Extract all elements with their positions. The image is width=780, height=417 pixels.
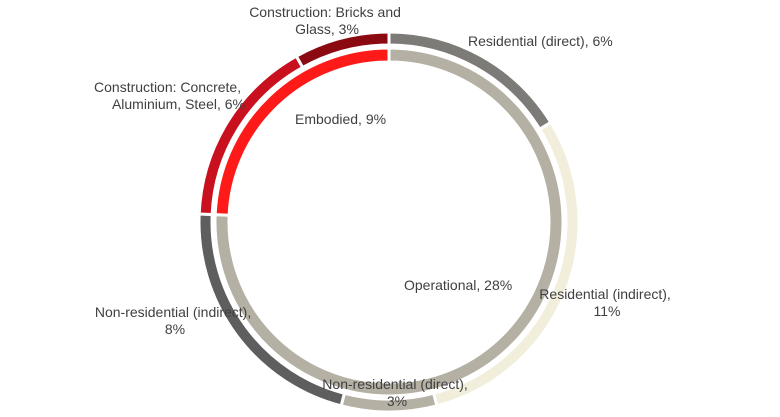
label-operational: Operational, 28% xyxy=(404,277,512,293)
slice-labels: Residential (direct), 6% Residential (in… xyxy=(94,4,674,409)
inner-slice-embodied xyxy=(213,46,391,217)
label-construction-concrete: Construction: Concrete, Aluminium, Steel… xyxy=(94,79,245,112)
outer-slice-construction-bricks-and-glass xyxy=(294,30,391,70)
inner-ring xyxy=(213,46,565,398)
label-embodied: Embodied, 9% xyxy=(295,111,386,127)
label-non-residential-direct: Non-residential (direct), 3% xyxy=(322,376,471,409)
outer-ring xyxy=(197,30,581,414)
label-residential-direct: Residential (direct), 6% xyxy=(468,33,613,49)
label-residential-indirect: Residential (indirect), 11% xyxy=(539,286,674,319)
label-non-residential-indirect: Non-residential (indirect), 8% xyxy=(95,304,255,337)
label-construction-bricks: Construction: Bricks and Glass, 3% xyxy=(249,4,405,37)
